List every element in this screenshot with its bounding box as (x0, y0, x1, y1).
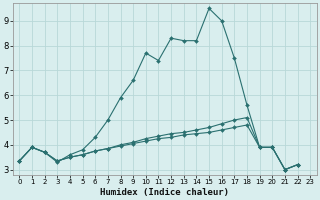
X-axis label: Humidex (Indice chaleur): Humidex (Indice chaleur) (100, 188, 229, 197)
